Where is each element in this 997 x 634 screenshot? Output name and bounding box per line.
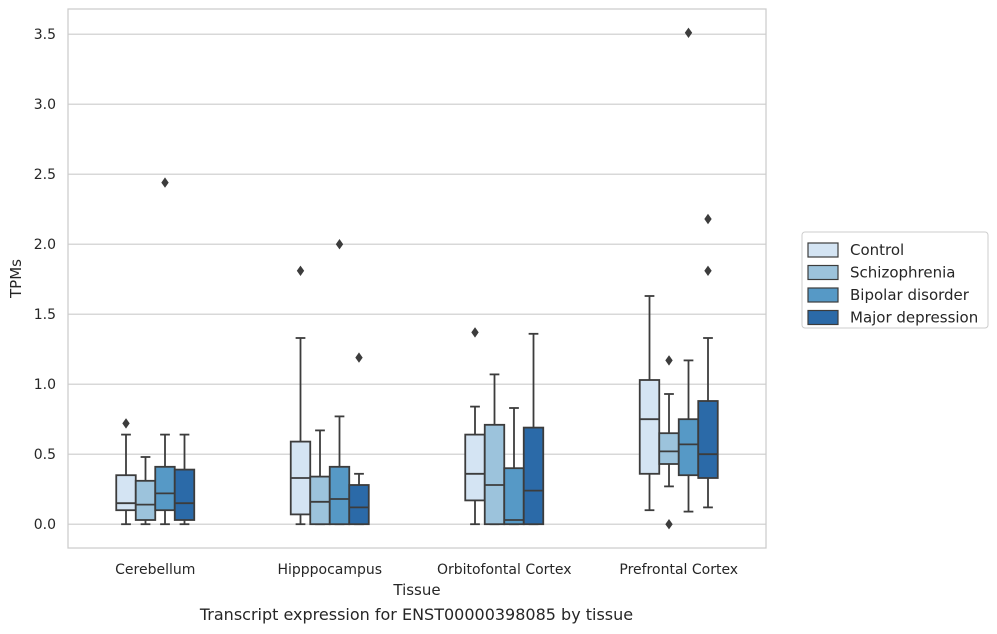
x-tick-label: Prefrontal Cortex [619,562,738,578]
box-series [115,27,719,530]
outlier-point [471,327,479,338]
outlier-point [161,177,169,188]
legend-label: Schizophrenia [850,264,955,282]
box [154,177,176,526]
series-bipolar-disorder [154,27,700,526]
outlier-point [665,355,673,366]
y-tick-label: 0.0 [34,517,56,533]
plot-frame [67,8,767,549]
box-body [309,475,331,526]
box [677,27,700,513]
legend: Control Schizophrenia Bipolar disorder Majo… [801,231,989,329]
outlier-point [296,265,305,276]
outlier-point [665,519,673,530]
y-tick-label: 1.0 [34,377,56,393]
outlier-point [355,352,363,363]
legend-frame [801,231,989,329]
series-schizophrenia [134,355,680,530]
x-tick-label: Cerebellum [115,562,195,578]
y-tick-labels: 0.0 0.5 1.0 1.5 2.0 2.5 3.0 3.5 [34,27,56,533]
box [522,332,545,526]
box-body [464,433,486,502]
legend-swatch [807,309,839,326]
box [483,373,506,526]
y-tick-label: 3.0 [34,97,56,113]
box-body [134,479,157,521]
box-body [638,379,661,475]
y-tick-label: 2.0 [34,237,56,253]
box [309,429,331,526]
box-body [483,423,506,526]
box-body [522,426,545,526]
legend-label: Bipolar disorder [850,286,970,304]
x-tick-label: Orbitofontal Cortex [437,562,572,578]
y-tick-label: 3.5 [34,27,56,43]
outlier-point [335,239,344,250]
legend-swatch [807,242,839,258]
box [289,265,312,526]
outlier-point [684,27,693,38]
box [328,239,351,526]
box-plot-chart: 0.0 0.5 1.0 1.5 2.0 2.5 3.0 3.5 Cerebellum Hippp… [7,8,989,599]
box-body [503,467,525,526]
box-body [328,465,351,526]
y-axis-label: TPMs [7,259,25,299]
box [658,355,680,530]
y-tick-label: 2.5 [34,167,56,183]
y-tick-label: 0.5 [34,447,56,463]
outlier-point [704,213,712,225]
legend-swatch [807,264,839,281]
outlier-point [122,418,130,429]
box-body [658,432,680,465]
box-body [154,465,176,512]
series-control [115,265,661,526]
legend-label: Major depression [850,309,978,327]
box-body [697,400,719,479]
box [638,295,661,512]
x-axis-label: Tissue [392,581,440,599]
box-body [173,468,196,521]
legend-swatch [807,287,839,303]
legend-label: Control [850,241,904,259]
box [697,213,719,509]
box-body [115,474,137,512]
box [503,407,525,526]
outlier-point [704,265,712,276]
box [348,352,370,526]
figure-caption: Transcript expression for ENST0000039808… [199,605,634,624]
x-tick-label: Hipppocampus [277,562,382,578]
series-major-depression [173,213,719,526]
y-tick-label: 1.5 [34,307,56,323]
box [173,433,196,526]
box-body [348,484,370,526]
box [115,418,137,526]
box-body [677,418,700,477]
x-tick-labels: Cerebellum Hipppocampus Orbitofontal Corte… [115,562,738,578]
box [464,327,486,526]
box [134,456,157,526]
